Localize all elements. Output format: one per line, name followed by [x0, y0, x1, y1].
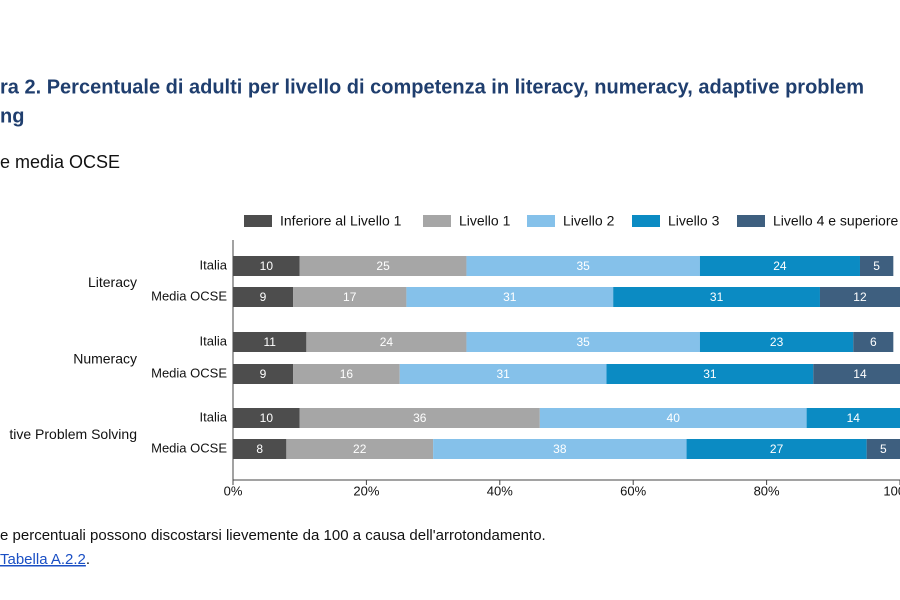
value-label: 25: [376, 259, 390, 273]
bar-segment: [233, 287, 294, 307]
value-label: 10: [260, 259, 274, 273]
source-end: .: [86, 551, 90, 568]
bar-segment: [699, 256, 860, 276]
category-label: Media OCSE: [151, 365, 227, 380]
legend-label: Livello 3: [668, 213, 720, 229]
legend-swatch: [423, 215, 451, 227]
x-tick-label: 60%: [620, 483, 646, 498]
value-label: 17: [343, 290, 357, 304]
bar-segment: [613, 287, 820, 307]
bar-segment: [233, 408, 300, 428]
value-label: 35: [576, 259, 590, 273]
legend-label: Livello 4 e superiore: [773, 213, 899, 229]
bar-segment: [299, 256, 467, 276]
group-label: Literacy: [88, 274, 137, 290]
value-label: 31: [503, 290, 517, 304]
x-tick-label: 0%: [224, 483, 243, 498]
legend-label: Livello 2: [563, 213, 615, 229]
bar-segment: [399, 364, 607, 384]
bar-segment: [286, 439, 434, 459]
bar-segment: [233, 256, 300, 276]
value-label: 38: [553, 442, 567, 456]
value-label: 31: [496, 367, 510, 381]
bar-segment: [699, 332, 854, 352]
category-label: Italia: [200, 409, 228, 424]
chart-subtitle: e media OCSE: [0, 152, 120, 172]
category-label: Media OCSE: [151, 288, 227, 303]
value-label: 10: [260, 411, 274, 425]
category-label: Media OCSE: [151, 440, 227, 455]
legend-swatch: [527, 215, 555, 227]
value-label: 24: [380, 335, 394, 349]
bar-segment: [813, 364, 900, 384]
value-label: 40: [667, 411, 681, 425]
value-label: 8: [256, 442, 263, 456]
bar-segment: [806, 408, 900, 428]
legend-swatch: [632, 215, 660, 227]
value-label: 36: [413, 411, 427, 425]
bar-segment: [866, 439, 900, 459]
bar-segment: [686, 439, 867, 459]
value-label: 27: [770, 442, 784, 456]
value-label: 23: [770, 335, 784, 349]
value-label: 11: [263, 335, 276, 349]
bar-segment: [233, 332, 307, 352]
bar-segment: [539, 408, 807, 428]
bar-segment: [466, 332, 700, 352]
chart-title: ra 2. Percentuale di adulti per livello …: [0, 76, 864, 98]
value-label: 6: [870, 335, 877, 349]
group-label: tive Problem Solving: [9, 426, 137, 442]
bar-segment: [293, 364, 400, 384]
bar-segment: [466, 256, 700, 276]
x-tick-label: 100%: [883, 483, 900, 498]
legend-label: Livello 1: [459, 213, 511, 229]
bar-segment: [859, 256, 894, 276]
value-label: 5: [873, 259, 880, 273]
bar-segment: [819, 287, 900, 307]
value-label: 31: [710, 290, 724, 304]
value-label: 24: [773, 259, 787, 273]
value-label: 9: [260, 290, 267, 304]
value-label: 16: [340, 367, 354, 381]
x-tick-label: 80%: [754, 483, 780, 498]
bar-segment: [299, 408, 540, 428]
bar-segment: [306, 332, 467, 352]
x-tick-label: 40%: [487, 483, 513, 498]
value-label: 5: [880, 442, 887, 456]
bar-segment: [606, 364, 814, 384]
value-label: 9: [260, 367, 267, 381]
legend-swatch: [244, 215, 272, 227]
legend-label: Inferiore al Livello 1: [280, 213, 402, 229]
value-label: 14: [847, 411, 861, 425]
category-label: Italia: [200, 333, 228, 348]
bar-segment: [293, 287, 407, 307]
bar-segment: [853, 332, 894, 352]
x-tick-label: 20%: [353, 483, 379, 498]
bar-segment: [433, 439, 687, 459]
source: Tabella A.2.2.: [0, 551, 90, 568]
note: e percentuali possono discostarsi lievem…: [0, 527, 546, 544]
legend-swatch: [737, 215, 765, 227]
category-label: Italia: [200, 257, 228, 272]
bar-segment: [406, 287, 614, 307]
value-label: 22: [353, 442, 367, 456]
chart-title: ng: [0, 105, 24, 127]
bar-segment: [233, 439, 287, 459]
value-label: 14: [853, 367, 867, 381]
value-label: 31: [703, 367, 717, 381]
value-label: 12: [853, 290, 867, 304]
bar-segment: [233, 364, 294, 384]
group-label: Numeracy: [73, 351, 137, 367]
source-link[interactable]: Tabella A.2.2: [0, 551, 86, 568]
value-label: 35: [576, 335, 590, 349]
